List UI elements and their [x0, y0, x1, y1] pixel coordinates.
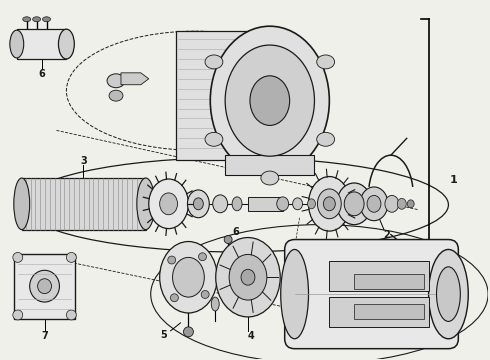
Ellipse shape — [160, 242, 217, 313]
Ellipse shape — [109, 90, 123, 101]
Ellipse shape — [205, 55, 223, 69]
Text: 5: 5 — [160, 330, 167, 340]
Ellipse shape — [149, 179, 189, 229]
Bar — [225, 155, 315, 175]
Ellipse shape — [308, 199, 316, 209]
Ellipse shape — [43, 17, 50, 22]
Ellipse shape — [107, 74, 125, 88]
Polygon shape — [121, 73, 149, 85]
Ellipse shape — [277, 197, 289, 211]
Ellipse shape — [194, 198, 203, 210]
Ellipse shape — [33, 17, 41, 22]
Text: 6: 6 — [38, 69, 45, 79]
Text: 1: 1 — [449, 175, 457, 185]
Ellipse shape — [183, 327, 194, 337]
Bar — [14, 255, 75, 319]
Text: 3: 3 — [80, 156, 87, 166]
Ellipse shape — [293, 198, 302, 210]
Ellipse shape — [397, 198, 406, 209]
Ellipse shape — [137, 178, 155, 230]
Ellipse shape — [10, 30, 24, 58]
Text: 7: 7 — [41, 331, 48, 341]
Ellipse shape — [281, 249, 309, 339]
Ellipse shape — [407, 200, 414, 208]
Bar — [354, 274, 424, 289]
Ellipse shape — [367, 195, 381, 212]
Bar — [329, 261, 429, 291]
Ellipse shape — [317, 132, 335, 146]
Bar — [17, 29, 66, 59]
Ellipse shape — [224, 235, 232, 243]
Ellipse shape — [168, 256, 176, 264]
Ellipse shape — [232, 197, 242, 211]
Ellipse shape — [201, 291, 209, 298]
Ellipse shape — [38, 279, 51, 294]
Ellipse shape — [66, 252, 76, 262]
Ellipse shape — [30, 270, 59, 302]
Ellipse shape — [318, 189, 341, 219]
Ellipse shape — [23, 17, 31, 22]
Ellipse shape — [317, 55, 335, 69]
Ellipse shape — [172, 257, 204, 297]
Ellipse shape — [429, 249, 468, 339]
Text: 4: 4 — [247, 331, 254, 341]
Ellipse shape — [241, 269, 255, 285]
Ellipse shape — [225, 45, 315, 156]
Bar — [175, 31, 265, 160]
Ellipse shape — [229, 255, 267, 300]
Ellipse shape — [250, 76, 290, 125]
Ellipse shape — [210, 26, 329, 175]
Bar — [22, 178, 146, 230]
Ellipse shape — [13, 310, 23, 320]
Ellipse shape — [385, 195, 399, 212]
Ellipse shape — [58, 29, 74, 59]
Ellipse shape — [171, 294, 178, 302]
Ellipse shape — [14, 178, 30, 230]
Ellipse shape — [360, 187, 388, 221]
Ellipse shape — [198, 253, 206, 261]
FancyBboxPatch shape — [285, 239, 458, 349]
Ellipse shape — [13, 252, 23, 262]
Ellipse shape — [205, 132, 223, 146]
Ellipse shape — [211, 297, 219, 311]
Bar — [354, 304, 424, 319]
Bar — [248, 197, 283, 211]
Text: 2: 2 — [384, 230, 390, 239]
Text: 6: 6 — [232, 226, 239, 237]
Ellipse shape — [309, 176, 350, 231]
Ellipse shape — [66, 310, 76, 320]
Ellipse shape — [437, 267, 460, 321]
Ellipse shape — [216, 238, 280, 317]
Ellipse shape — [337, 183, 371, 225]
Ellipse shape — [323, 197, 335, 211]
Ellipse shape — [213, 195, 228, 213]
Ellipse shape — [261, 171, 279, 185]
Ellipse shape — [160, 193, 177, 215]
Ellipse shape — [188, 190, 209, 218]
Bar — [329, 297, 429, 327]
Ellipse shape — [344, 192, 364, 216]
